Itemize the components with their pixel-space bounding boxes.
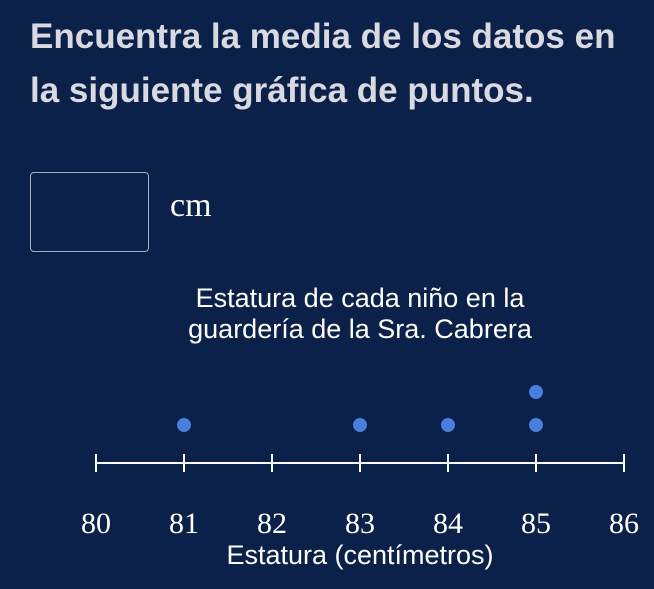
data-dot: [529, 385, 543, 399]
data-dot: [353, 418, 367, 432]
unit-label: cm: [170, 187, 212, 224]
number-line: [95, 454, 625, 472]
question-text: Encuentra la media de los datos en la si…: [30, 17, 616, 110]
data-dot: [177, 418, 191, 432]
data-dots: [177, 385, 543, 432]
answer-input[interactable]: [30, 172, 149, 252]
data-dot: [529, 418, 543, 432]
tick-label: 84: [433, 507, 463, 540]
tick-label: 80: [81, 507, 111, 540]
data-dot: [441, 418, 455, 432]
chart-title: Estatura de cada niño en la guardería de…: [188, 283, 532, 344]
tick-label: 83: [345, 507, 375, 540]
tick-label: 85: [521, 507, 551, 540]
x-axis-title: Estatura (centímetros): [226, 540, 494, 570]
tick-label: 82: [257, 507, 287, 540]
tick-labels: 80 81 82 83 84 85 86: [81, 507, 639, 540]
tick-label: 81: [169, 507, 199, 540]
tick-label: 86: [609, 507, 639, 540]
